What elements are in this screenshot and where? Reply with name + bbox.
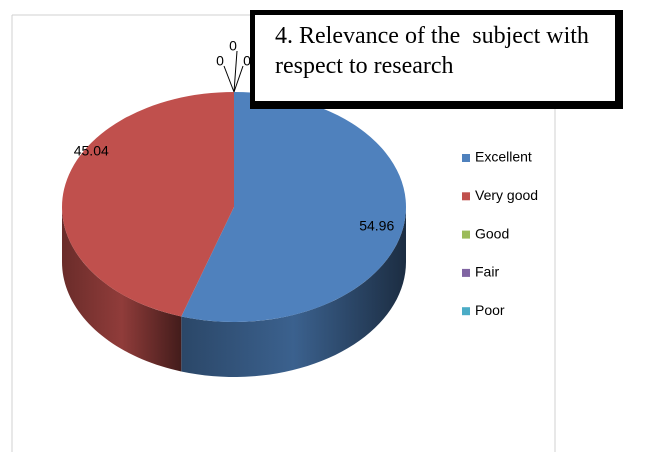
leader-line — [223, 65, 235, 93]
legend-label: Very good — [475, 187, 538, 203]
data-label: 54.96 — [359, 218, 394, 234]
leader-line — [233, 65, 244, 93]
slice — [181, 92, 407, 322]
legend-label: Poor — [475, 302, 505, 318]
data-label: 0 — [243, 53, 251, 69]
legend-swatch — [462, 268, 470, 277]
legend-label: Fair — [475, 264, 499, 280]
slice-side — [62, 207, 182, 372]
leader-line — [233, 50, 238, 93]
legend-label: Excellent — [475, 149, 532, 165]
slice — [62, 92, 235, 317]
legend-swatch — [462, 192, 470, 201]
chart-title: 4. Relevance of the subject with respect… — [250, 10, 623, 109]
legend-swatch — [462, 230, 470, 239]
slice-side — [181, 207, 406, 377]
legend-swatch — [462, 154, 470, 162]
data-label: 45.04 — [74, 143, 109, 159]
legend-label: Good — [475, 225, 509, 241]
data-label: 0 — [229, 38, 237, 54]
data-label: 0 — [216, 53, 224, 69]
legend-swatch — [462, 307, 470, 316]
